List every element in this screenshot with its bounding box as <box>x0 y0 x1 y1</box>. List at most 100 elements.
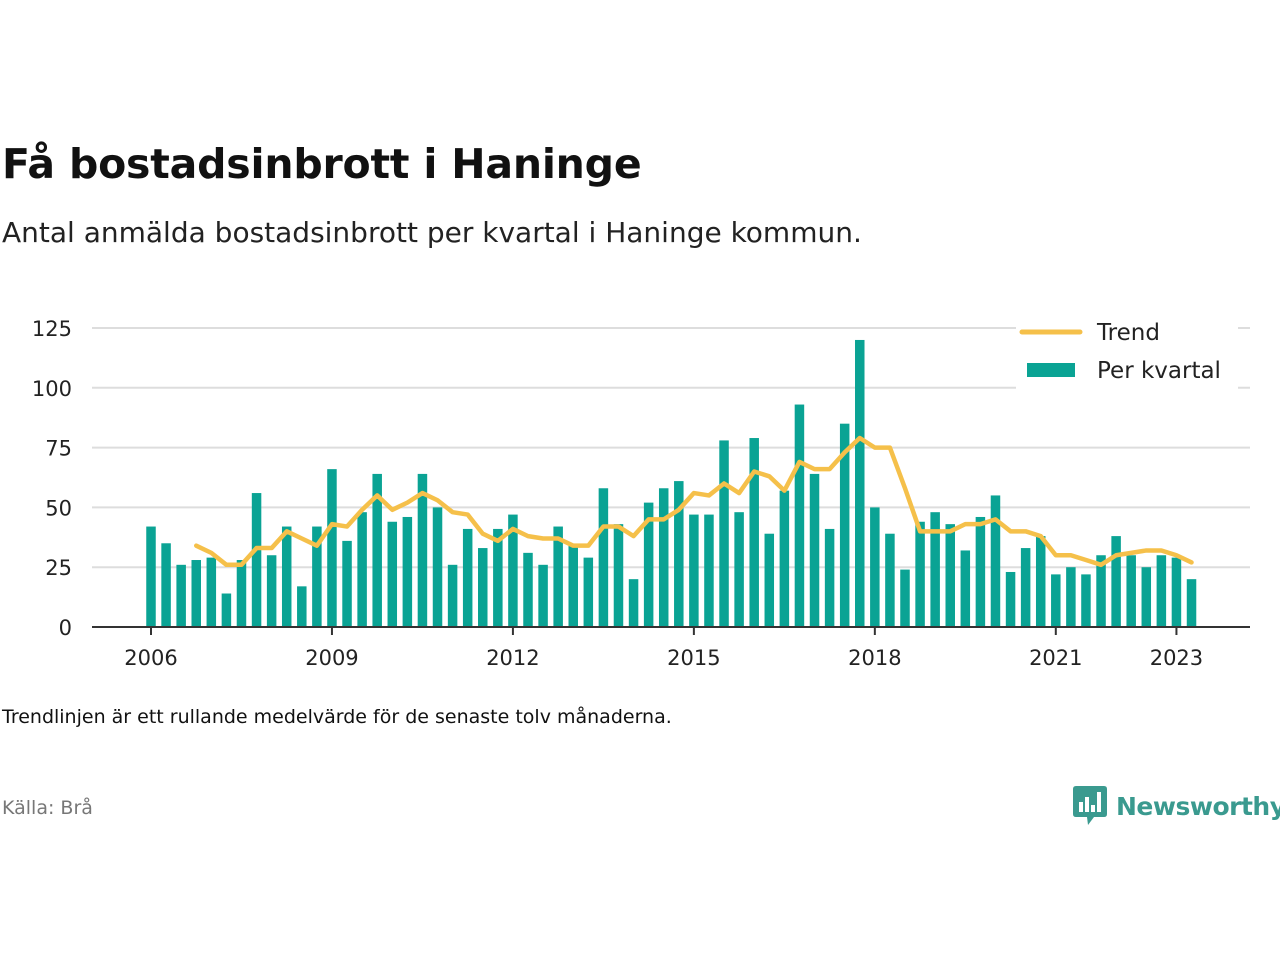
bar <box>387 521 398 627</box>
bar <box>1035 536 1046 627</box>
newsworthy-logo-text: Newsworthy <box>1116 791 1280 821</box>
bar <box>1096 555 1106 627</box>
trend-line-group <box>193 435 1194 568</box>
y-tick-label: 0 <box>59 616 72 640</box>
bar <box>478 548 488 627</box>
bar <box>206 557 217 627</box>
x-tick-label: 2023 <box>1150 646 1203 670</box>
bar <box>417 473 428 627</box>
bar <box>191 560 201 627</box>
bar <box>855 339 865 627</box>
bar <box>462 528 473 627</box>
bar <box>372 473 382 627</box>
bar <box>1171 557 1182 627</box>
bar <box>674 481 684 627</box>
bar <box>357 512 367 627</box>
bar <box>613 524 624 627</box>
x-tick-label: 2015 <box>667 646 720 670</box>
footnote: Trendlinjen är ett rullande medelvärde f… <box>2 706 672 728</box>
bar <box>1081 574 1091 627</box>
bar <box>598 488 609 627</box>
bar <box>628 579 639 627</box>
bar <box>900 569 910 627</box>
bar <box>734 512 744 627</box>
bar <box>689 514 699 627</box>
source-text: Källa: Brå <box>2 797 93 819</box>
y-tick-label: 125 <box>32 317 72 341</box>
bar <box>161 543 171 627</box>
bar <box>764 533 775 627</box>
chart-title: Få bostadsinbrott i Haninge <box>2 140 642 188</box>
bar <box>327 469 337 627</box>
bar <box>779 490 790 627</box>
bar <box>1141 567 1152 627</box>
bar <box>643 502 654 627</box>
bar <box>719 440 729 627</box>
bar <box>221 593 232 627</box>
bar <box>839 423 850 627</box>
y-tick-label: 100 <box>32 377 72 401</box>
bar <box>553 526 563 627</box>
bar <box>176 564 186 627</box>
bar <box>794 404 805 627</box>
y-axis-ticks: 0 25 50 75 100 125 <box>32 317 72 640</box>
bar <box>146 526 156 627</box>
x-tick-label: 2021 <box>1029 646 1082 670</box>
bar <box>281 526 292 627</box>
bar <box>975 516 986 627</box>
bar <box>508 514 518 627</box>
legend-trend-label: Trend <box>1096 320 1160 346</box>
newsworthy-logo: Newsworthy <box>1072 784 1280 828</box>
bar <box>266 555 277 627</box>
bar <box>704 514 714 627</box>
bar <box>945 524 955 627</box>
x-tick-label: 2009 <box>305 646 358 670</box>
legend-per-kvartal-label: Per kvartal <box>1097 358 1221 384</box>
bar <box>342 540 352 627</box>
bar <box>809 473 820 627</box>
bar <box>583 557 594 627</box>
x-tick-label: 2006 <box>124 646 177 670</box>
chart-subtitle: Antal anmälda bostadsinbrott per kvartal… <box>2 216 862 249</box>
bar <box>297 586 307 627</box>
bar <box>402 516 413 627</box>
bar <box>538 564 548 627</box>
bar <box>1020 548 1031 627</box>
bar <box>1186 579 1197 627</box>
legend-background <box>1016 310 1238 394</box>
x-axis-ticks: 2006 2009 2012 2015 2018 2021 2023 <box>124 627 1203 670</box>
y-tick-label: 50 <box>45 496 72 520</box>
bar <box>885 533 895 627</box>
bars-per-kvartal <box>146 339 1197 627</box>
bar <box>568 545 578 627</box>
bar <box>1126 555 1136 627</box>
bar <box>824 528 835 627</box>
bar <box>523 552 533 627</box>
bar <box>870 507 880 627</box>
bar <box>990 495 1001 627</box>
x-tick-label: 2012 <box>486 646 539 670</box>
bar <box>1066 567 1076 627</box>
bar <box>1005 571 1016 627</box>
bar <box>236 560 247 627</box>
bar <box>658 488 669 627</box>
bar <box>1111 536 1121 627</box>
bar <box>251 493 262 627</box>
bar <box>915 521 925 627</box>
bar <box>749 438 759 627</box>
trend-line <box>193 435 1194 568</box>
legend-per-kvartal-swatch <box>1027 363 1075 377</box>
newsworthy-logo-icon <box>1073 786 1107 825</box>
bar <box>432 507 443 627</box>
bar <box>447 564 458 627</box>
y-tick-label: 75 <box>45 437 72 461</box>
bar <box>493 528 503 627</box>
bar <box>312 526 322 627</box>
bar <box>930 512 940 627</box>
x-tick-label: 2018 <box>848 646 901 670</box>
bar <box>1156 555 1167 627</box>
y-tick-label: 25 <box>45 556 72 580</box>
bar <box>1051 574 1061 627</box>
bar <box>960 550 971 627</box>
